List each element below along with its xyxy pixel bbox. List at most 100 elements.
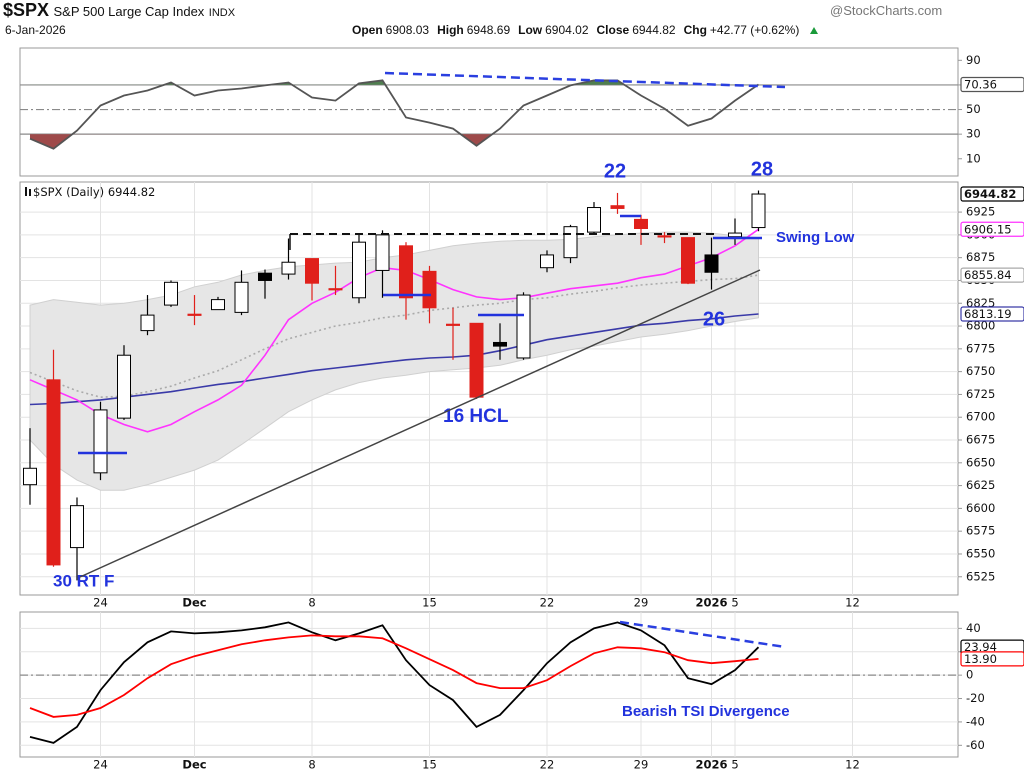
- quote-value: 6944.82: [632, 23, 676, 37]
- candle-body: [93, 409, 108, 474]
- candle-body: [211, 299, 225, 311]
- candle-body: [140, 314, 155, 332]
- y-tick-label: 6650: [966, 455, 995, 469]
- x-tick-label: 2026: [695, 596, 727, 610]
- y-tick-label: 90: [966, 53, 981, 67]
- candle-body: [422, 270, 437, 309]
- quote-label: Close: [596, 23, 630, 37]
- x-tick-label: 29: [634, 596, 649, 610]
- candle-body: [704, 254, 719, 273]
- y-tick-label: 6925: [966, 205, 995, 219]
- annotation: 16 HCL: [443, 406, 509, 427]
- candle-body: [681, 237, 695, 284]
- value-box: [960, 267, 1024, 283]
- candle-body: [117, 354, 131, 419]
- y-tick-label: 30: [966, 127, 981, 141]
- value-box-label: 70.36: [964, 77, 997, 91]
- y-tick-label: 10: [966, 151, 981, 165]
- x-tick-label: 2026: [695, 758, 727, 772]
- candle-body: [375, 234, 390, 271]
- value-box: [960, 186, 1024, 202]
- candle-body: [540, 254, 554, 269]
- x-tick-label: 15: [422, 596, 437, 610]
- y-tick-label: 6625: [966, 478, 995, 492]
- quote-line: Open 6908.03 High 6948.69 Low 6904.02 Close 694…: [352, 23, 819, 37]
- candle-body: [728, 232, 742, 238]
- value-box: [960, 651, 1024, 667]
- annotation: 28: [751, 158, 773, 180]
- quote-label: Low: [518, 23, 543, 37]
- x-tick-label: 24: [93, 758, 108, 772]
- x-tick-label: 8: [308, 596, 315, 610]
- x-tick-label: 8: [308, 758, 315, 772]
- y-tick-label: 6825: [966, 296, 995, 310]
- series-line: [29, 79, 760, 150]
- quote-label: Open: [352, 23, 383, 37]
- y-tick-label: 6725: [966, 387, 995, 401]
- y-tick-label: 6550: [966, 546, 995, 560]
- quote-value: +42.77 (+0.62%): [709, 23, 800, 37]
- candle-body: [46, 379, 61, 566]
- y-tick-label: -20: [966, 691, 985, 705]
- y-tick-label: 6675: [966, 433, 995, 447]
- y-tick-label: 6700: [966, 410, 995, 424]
- y-tick-label: 50: [966, 102, 981, 116]
- candle-body: [281, 261, 296, 275]
- value-box-label: 6906.15: [964, 222, 1012, 236]
- value-box: [960, 221, 1024, 237]
- y-tick-label: 6750: [966, 364, 995, 378]
- y-tick-label: -40: [966, 714, 985, 728]
- source: @StockCharts.com: [830, 3, 943, 18]
- x-tick-label: Dec: [182, 758, 206, 772]
- date: 6-Jan-2026: [5, 23, 66, 37]
- candle-body: [563, 226, 578, 259]
- x-tick-label: Dec: [182, 596, 206, 610]
- panel: [19, 611, 959, 758]
- candle-body: [187, 313, 202, 316]
- x-tick-label: 12: [845, 758, 860, 772]
- x-tick-label: 22: [540, 758, 555, 772]
- up-arrow: [810, 27, 819, 34]
- candle-body: [234, 281, 249, 313]
- candle-body: [610, 205, 625, 209]
- x-tick-label: 22: [540, 596, 555, 610]
- candle-body: [493, 341, 507, 347]
- candle-body: [258, 272, 272, 281]
- y-tick-label: 40: [966, 621, 981, 635]
- candle-body: [305, 258, 319, 284]
- candle-body: [328, 288, 343, 291]
- y-tick-label: 6600: [966, 501, 995, 515]
- x-tick-label: 12: [845, 596, 860, 610]
- x-tick-label: 29: [634, 758, 649, 772]
- candle-body: [657, 235, 672, 238]
- y-tick-label: 6525: [966, 569, 995, 583]
- panel: [19, 47, 959, 177]
- y-tick-label: -60: [966, 738, 985, 752]
- annotation: Bearish TSI Divergence: [622, 703, 790, 720]
- candle-body: [751, 193, 766, 229]
- x-tick-label: 5: [731, 758, 738, 772]
- y-tick-label: 6775: [966, 341, 995, 355]
- candle-body: [23, 467, 37, 486]
- y-tick-label: 0: [966, 668, 973, 682]
- header-line-1: $SPX S&P 500 Large Cap Index INDX: [3, 0, 235, 21]
- value-box-label: 6855.84: [964, 268, 1012, 282]
- candle-body: [634, 218, 648, 229]
- index-name: S&P 500 Large Cap Index: [53, 4, 205, 19]
- y-tick-label: 6575: [966, 524, 995, 538]
- value-box: [960, 76, 1024, 93]
- quote-label: Chg: [683, 23, 707, 37]
- annotation: 26: [703, 308, 725, 330]
- candle-body: [70, 505, 84, 549]
- value-box-label: 6944.82: [964, 187, 1016, 201]
- candle-body: [399, 245, 413, 299]
- annotation: 22: [604, 160, 626, 182]
- candle-body: [352, 241, 366, 299]
- annotation: Swing Low: [776, 229, 855, 246]
- candle-body: [469, 322, 484, 398]
- candle-body: [516, 294, 531, 359]
- quote-label: High: [437, 23, 464, 37]
- value-box-label: 23.94: [964, 640, 997, 654]
